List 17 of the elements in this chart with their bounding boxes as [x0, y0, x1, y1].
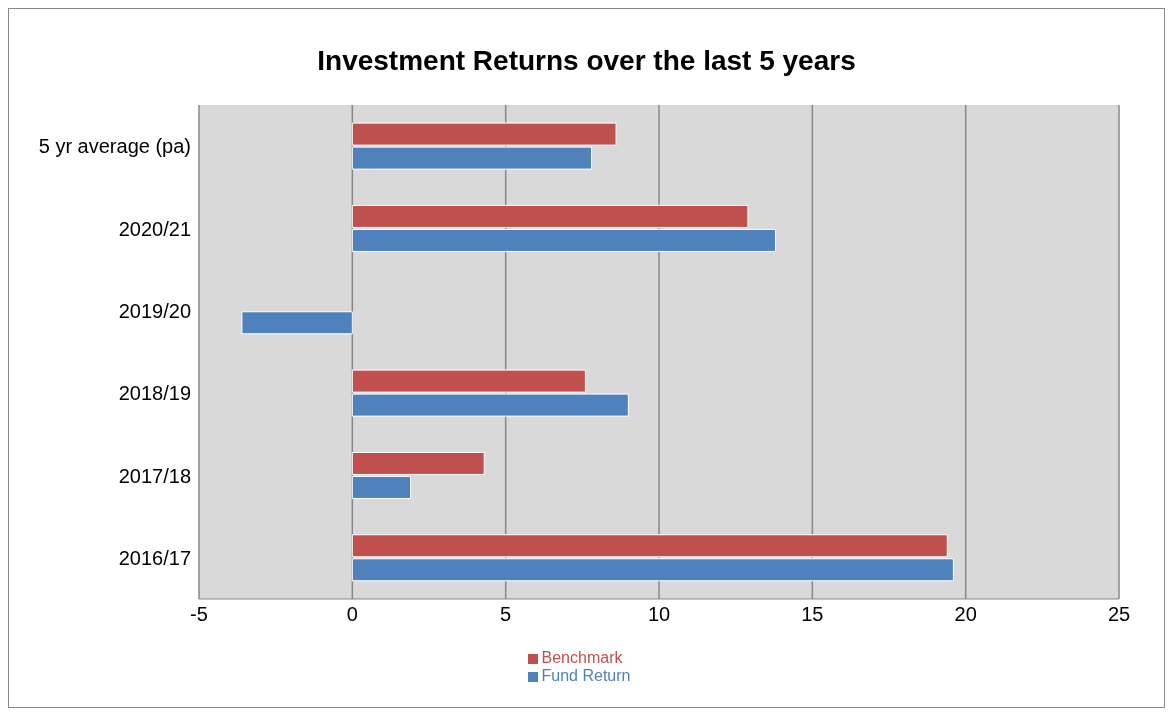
y-tick-label: 2016/17 — [118, 546, 191, 569]
legend-label: Benchmark — [541, 649, 623, 666]
x-tick-label: 0 — [346, 603, 358, 626]
x-tick-label: -5 — [190, 603, 208, 626]
chart-title: Investment Returns over the last 5 years — [316, 44, 857, 78]
x-tick-label: 25 — [1107, 603, 1131, 626]
y-tick-label: 2019/20 — [118, 299, 191, 322]
bar — [241, 311, 353, 335]
legend-label: Fund Return — [541, 667, 631, 684]
y-tick-label: 2020/21 — [118, 217, 191, 240]
y-tick-label: 2017/18 — [118, 464, 191, 487]
y-tick-label: 2018/19 — [118, 382, 191, 405]
y-tick-label: 5 yr average (pa) — [38, 135, 191, 158]
x-tick-label: 5 — [500, 603, 512, 626]
x-tick-label: 10 — [647, 603, 671, 626]
x-tick-label: 20 — [954, 603, 977, 626]
x-tick-label: 15 — [801, 603, 824, 626]
